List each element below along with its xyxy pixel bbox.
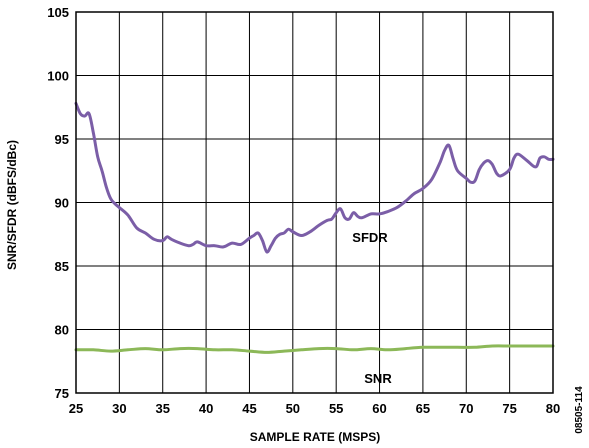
y-tick-label: 75 — [55, 386, 69, 401]
y-tick-label: 100 — [47, 69, 69, 84]
x-tick-label: 30 — [112, 401, 126, 416]
x-tick-label: 75 — [502, 401, 516, 416]
series-label-snr: SNR — [364, 371, 392, 386]
x-tick-label: 25 — [69, 401, 83, 416]
x-tick-label: 80 — [546, 401, 560, 416]
series-line-snr — [74, 344, 555, 354]
x-tick-label: 35 — [155, 401, 169, 416]
figure-id: 08505-114 — [574, 386, 585, 434]
y-tick-labels: 75 80 85 90 95 100 105 — [47, 5, 69, 401]
y-tick-label: 85 — [55, 259, 69, 274]
gridlines — [76, 12, 553, 393]
x-tick-label: 65 — [416, 401, 430, 416]
y-tick-label: 95 — [55, 132, 69, 147]
x-tick-label: 60 — [372, 401, 386, 416]
x-axis-title: SAMPLE RATE (MSPS) — [250, 430, 380, 444]
x-tick-label: 40 — [199, 401, 213, 416]
plot-frame — [75, 11, 554, 394]
x-tick-labels: 25 30 35 40 45 50 55 60 65 70 75 80 — [69, 401, 560, 416]
series-label-sfdr: SFDR — [352, 230, 388, 245]
y-axis-title: SNR/SFDR (dBFS/dBc) — [5, 140, 19, 270]
series-layer — [74, 101, 555, 354]
x-tick-label: 55 — [329, 401, 343, 416]
x-tick-label: 45 — [242, 401, 256, 416]
x-tick-label: 70 — [459, 401, 473, 416]
series-line-sfdr — [74, 101, 555, 254]
series-labels: SFDR SNR — [352, 230, 392, 386]
x-tick-label: 50 — [286, 401, 300, 416]
y-tick-label: 105 — [47, 5, 69, 20]
y-tick-label: 80 — [55, 323, 69, 338]
y-tick-label: 90 — [55, 196, 69, 211]
